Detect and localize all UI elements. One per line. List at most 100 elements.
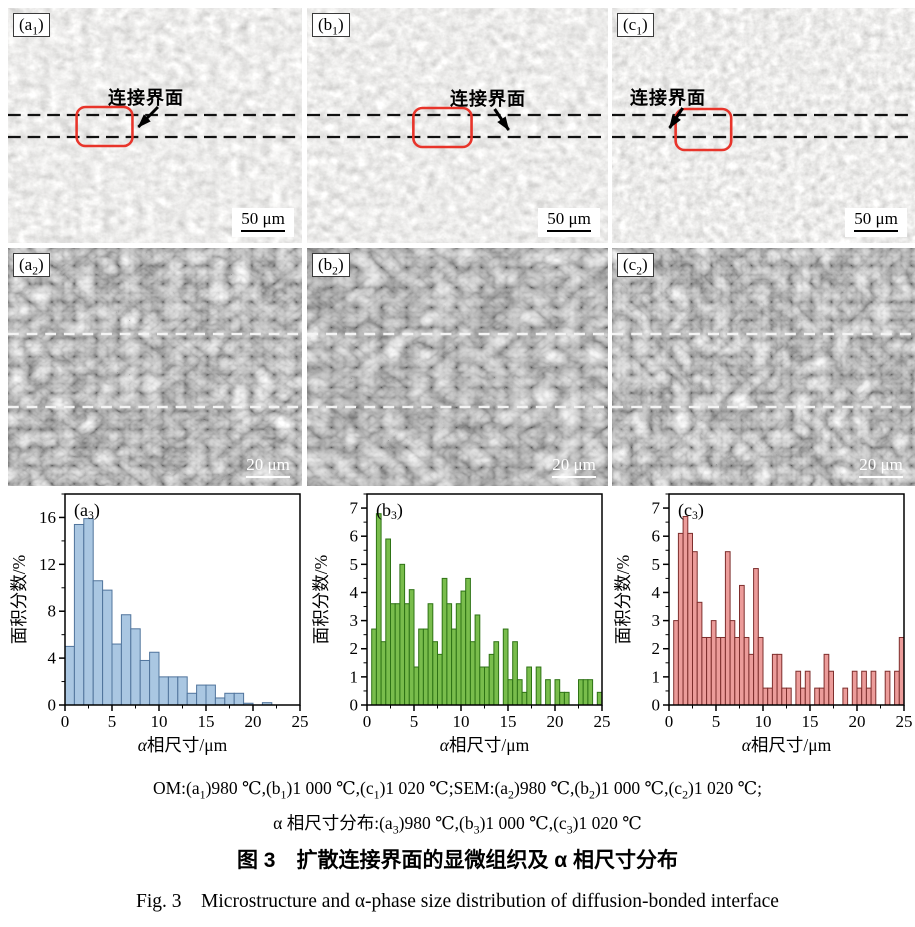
scale-bar-text: 50 μm <box>547 209 591 228</box>
svg-text:0: 0 <box>48 696 57 715</box>
scale-bar-text: 20 μm <box>859 455 903 474</box>
svg-text:0: 0 <box>350 696 359 715</box>
interface-highlight-box <box>674 107 733 152</box>
svg-text:1: 1 <box>350 667 359 686</box>
svg-text:10: 10 <box>453 712 470 731</box>
svg-text:7: 7 <box>350 499 359 518</box>
svg-text:25: 25 <box>292 712 309 731</box>
svg-text:(a3): (a3) <box>74 500 100 522</box>
scale-bar: 20 μm <box>246 456 290 478</box>
svg-text:5: 5 <box>410 712 419 731</box>
micrograph-texture <box>8 248 302 486</box>
svg-text:面积分数/%: 面积分数/% <box>614 555 633 644</box>
svg-text:5: 5 <box>712 712 721 731</box>
svg-text:20: 20 <box>849 712 866 731</box>
svg-text:2: 2 <box>350 639 359 658</box>
scale-bar-line <box>241 230 285 232</box>
svg-text:α相尺寸/μm: α相尺寸/μm <box>742 735 832 755</box>
panel-label: (a2) <box>13 253 50 277</box>
svg-text:1: 1 <box>652 667 661 686</box>
histogram-a3: 0 5 10 15 20 25 0 4 8 12 16 (a3) 面积分数/% α相尺寸/μm <box>10 493 309 755</box>
scale-bar: 20 μm <box>552 456 596 478</box>
histogram-b3: 0 5 10 15 20 25 0 1 2 3 4 5 6 7 (b3) 面积分数/% α相尺寸/μm <box>312 493 611 755</box>
panel-label: (a1) <box>13 13 50 37</box>
sem-annotations <box>612 332 915 409</box>
sem-micrograph-c2: (c2) 20 μm <box>612 248 915 486</box>
scale-bar-line <box>552 476 596 478</box>
svg-text:5: 5 <box>108 712 117 731</box>
svg-text:5: 5 <box>652 555 661 574</box>
interface-annotation: 连接界面 <box>630 88 706 108</box>
micrograph-texture <box>612 8 915 243</box>
interface-annotation: 连接界面 <box>450 89 526 109</box>
svg-text:6: 6 <box>350 527 359 546</box>
micrograph-texture <box>612 248 915 486</box>
scale-bar-text: 20 μm <box>246 455 290 474</box>
scale-bar: 50 μm <box>232 208 294 237</box>
svg-text:7: 7 <box>652 499 661 518</box>
svg-text:面积分数/%: 面积分数/% <box>312 555 331 644</box>
svg-text:10: 10 <box>755 712 772 731</box>
scale-bar: 50 μm <box>845 208 907 237</box>
svg-text:4: 4 <box>48 649 57 668</box>
interface-arrow <box>493 108 510 131</box>
micrograph-texture <box>307 8 608 243</box>
caption-line-1: OM:(a1)980 ℃,(b1)1 000 ℃,(c1)1 020 ℃;SEM… <box>152 778 763 802</box>
svg-text:0: 0 <box>61 712 70 731</box>
panel-label: (b1) <box>312 13 350 37</box>
svg-text:16: 16 <box>39 508 56 527</box>
om-annotations <box>307 106 608 149</box>
svg-text:25: 25 <box>896 712 913 731</box>
interface-highlight-box <box>412 106 473 149</box>
om-micrograph-a1: 连接界面 (a1) 50 μm <box>8 8 302 243</box>
svg-text:5: 5 <box>350 555 359 574</box>
om-annotations <box>612 107 915 152</box>
svg-text:25: 25 <box>594 712 611 731</box>
svg-text:6: 6 <box>652 527 661 546</box>
figure-title-en: Fig. 3 Microstructure and α-phase size d… <box>136 891 779 912</box>
svg-text:15: 15 <box>500 712 517 731</box>
svg-text:α相尺寸/μm: α相尺寸/μm <box>440 735 530 755</box>
panel-label: (b2) <box>312 253 350 277</box>
svg-text:12: 12 <box>39 555 56 574</box>
om-micrograph-c1: 连接界面 (c1) 50 μm <box>612 8 915 243</box>
sem-micrograph-a2: (a2) 20 μm <box>8 248 302 486</box>
caption-line-2: α 相尺寸分布:(a3)980 ℃,(b3)1 000 ℃,(c3)1 020 … <box>273 813 642 837</box>
svg-text:3: 3 <box>652 611 661 630</box>
svg-text:2: 2 <box>652 639 661 658</box>
svg-text:4: 4 <box>350 583 359 602</box>
scale-bar: 20 μm <box>859 456 903 478</box>
scale-bar-line <box>854 230 898 232</box>
scale-bar-text: 50 μm <box>241 209 285 228</box>
svg-text:(c3): (c3) <box>678 500 704 522</box>
micrograph-texture <box>8 8 302 243</box>
interface-highlight-box <box>75 105 134 148</box>
svg-text:0: 0 <box>665 712 674 731</box>
scale-bar-line <box>547 230 591 232</box>
sem-annotations <box>307 332 608 409</box>
histogram-c3: 0 5 10 15 20 25 0 1 2 3 4 5 6 7 (c3) 面积分数/% α相尺寸/μm <box>614 493 913 755</box>
panel-label: (c1) <box>617 13 654 37</box>
svg-text:15: 15 <box>198 712 215 731</box>
panel-label: (c2) <box>617 253 654 277</box>
scale-bar-line <box>859 476 903 478</box>
svg-text:15: 15 <box>802 712 819 731</box>
svg-text:3: 3 <box>350 611 359 630</box>
interface-annotation: 连接界面 <box>108 88 184 108</box>
svg-text:20: 20 <box>245 712 262 731</box>
svg-text:0: 0 <box>363 712 372 731</box>
svg-text:4: 4 <box>652 583 661 602</box>
svg-text:8: 8 <box>48 602 57 621</box>
sem-annotations <box>8 332 302 409</box>
scale-bar: 50 μm <box>538 208 600 237</box>
figure-title-zh: 图 3 扩散连接界面的显微组织及 α 相尺寸分布 <box>236 849 679 872</box>
svg-text:α相尺寸/μm: α相尺寸/μm <box>138 735 228 755</box>
interface-arrow <box>668 107 684 129</box>
scale-bar-line <box>246 476 290 478</box>
svg-text:0: 0 <box>652 696 661 715</box>
svg-text:(b3): (b3) <box>376 500 403 522</box>
micrograph-texture <box>307 248 608 486</box>
svg-text:面积分数/%: 面积分数/% <box>10 555 29 644</box>
sem-micrograph-b2: (b2) 20 μm <box>307 248 608 486</box>
